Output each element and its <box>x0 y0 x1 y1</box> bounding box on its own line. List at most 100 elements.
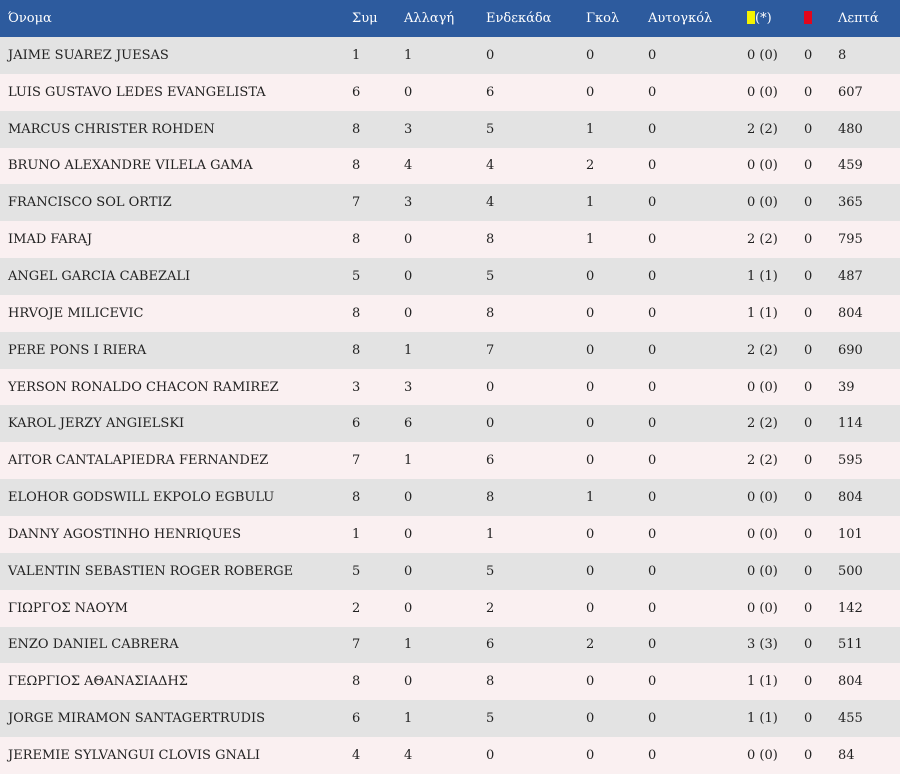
minutes-cell: 455 <box>838 711 863 727</box>
appearances-cell: 3 <box>352 379 361 395</box>
player-name-cell: VALENTIN SEBASTIEN ROGER ROBERGE <box>8 563 294 579</box>
table-row: ELOHOR GODSWILL EKPOLO EGBULU 8 0 8 1 0 0 (0) 0… <box>0 479 900 516</box>
red-cards-cell: 0 <box>804 379 813 395</box>
yellow-cards-cell: 2 (2) <box>747 416 778 432</box>
table-row: AITOR CANTALAPIEDRA FERNANDEZ 7 1 6 0 0 2 (2) 0… <box>0 442 900 480</box>
goals-cell: 0 <box>586 47 595 63</box>
goals-cell: 0 <box>586 453 595 469</box>
appearances-cell: 8 <box>352 232 361 248</box>
own-goals-cell: 0 <box>648 268 657 284</box>
substitutions-cell: 1 <box>404 637 413 653</box>
table-row: MARCUS CHRISTER ROHDEN 8 3 5 1 0 2 (2) 0 480 <box>0 110 900 148</box>
starts-cell: 5 <box>486 268 495 284</box>
table-row: LUIS GUSTAVO LEDES EVANGELISTA 6 0 6 0 0 0 (0)… <box>0 73 900 111</box>
red-cards-cell: 0 <box>804 232 813 248</box>
substitutions-cell: 4 <box>404 747 413 763</box>
goals-cell: 0 <box>586 711 595 727</box>
minutes-cell: 39 <box>838 379 855 395</box>
player-name-cell: ENZO DANIEL CABRERA <box>8 637 179 653</box>
red-cards-cell: 0 <box>804 600 813 616</box>
own-goals-cell: 0 <box>648 453 657 469</box>
table-body: JAIME SUAREZ JUESAS 1 1 0 0 0 0 (0) 0 8 LUIS GUST… <box>0 37 900 774</box>
own-goals-cell: 0 <box>648 711 657 727</box>
yellow-cards-cell: 0 (0) <box>747 195 778 211</box>
minutes-cell: 795 <box>838 232 863 248</box>
header-name[interactable]: Όνομα <box>8 11 52 26</box>
starts-cell: 6 <box>486 84 495 100</box>
yellow-cards-cell: 0 (0) <box>747 84 778 100</box>
substitutions-cell: 3 <box>404 121 413 137</box>
header-minutes[interactable]: Λεπτά <box>838 11 879 26</box>
own-goals-cell: 0 <box>648 232 657 248</box>
yellow-cards-cell: 1 (1) <box>747 674 778 690</box>
header-goals[interactable]: Γκολ <box>586 11 620 26</box>
appearances-cell: 8 <box>352 158 361 174</box>
substitutions-cell: 0 <box>404 563 413 579</box>
appearances-cell: 5 <box>352 268 361 284</box>
player-name-cell: ELOHOR GODSWILL EKPOLO EGBULU <box>8 490 275 506</box>
red-cards-cell: 0 <box>804 342 813 358</box>
player-name-cell: MARCUS CHRISTER ROHDEN <box>8 121 215 137</box>
starts-cell: 6 <box>486 637 495 653</box>
minutes-cell: 101 <box>838 526 863 542</box>
player-name-cell: JEREMIE SYLVANGUI CLOVIS GNALI <box>8 747 260 763</box>
substitutions-cell: 0 <box>404 305 413 321</box>
own-goals-cell: 0 <box>648 637 657 653</box>
table-row: ΓΙΩΡΓΟΣ ΝΑΟΥΜ 2 0 2 0 0 0 (0) 0 142 <box>0 589 900 627</box>
header-starts[interactable]: Ενδεκάδα <box>486 11 552 26</box>
starts-cell: 5 <box>486 711 495 727</box>
yellow-cards-cell: 1 (1) <box>747 305 778 321</box>
table-row: FRANCISCO SOL ORTIZ 7 3 4 1 0 0 (0) 0 365 <box>0 184 900 222</box>
yellow-cards-cell: 2 (2) <box>747 121 778 137</box>
red-cards-cell: 0 <box>804 268 813 284</box>
appearances-cell: 1 <box>352 47 361 63</box>
minutes-cell: 804 <box>838 305 863 321</box>
starts-cell: 0 <box>486 416 495 432</box>
header-yellow-cards[interactable]: (*) <box>747 0 804 37</box>
own-goals-cell: 0 <box>648 379 657 395</box>
yellow-cards-cell: 1 (1) <box>747 268 778 284</box>
own-goals-cell: 0 <box>648 121 657 137</box>
player-name-cell: BRUNO ALEXANDRE VILELA GAMA <box>8 158 253 174</box>
table-row: JEREMIE SYLVANGUI CLOVIS GNALI 4 4 0 0 0 0 (0)… <box>0 737 900 774</box>
substitutions-cell: 0 <box>404 490 413 506</box>
header-own-goals[interactable]: Αυτογκόλ <box>648 11 713 26</box>
minutes-cell: 142 <box>838 600 863 616</box>
goals-cell: 1 <box>586 490 595 506</box>
starts-cell: 0 <box>486 379 495 395</box>
substitutions-cell: 3 <box>404 379 413 395</box>
substitutions-cell: 1 <box>404 453 413 469</box>
red-cards-cell: 0 <box>804 674 813 690</box>
appearances-cell: 6 <box>352 84 361 100</box>
table-row: DANNY AGOSTINHO HENRIQUES 1 0 1 0 0 0 (0) 0 101 <box>0 515 900 553</box>
header-subs[interactable]: Αλλαγή <box>404 11 455 26</box>
substitutions-cell: 1 <box>404 711 413 727</box>
player-name-cell: JORGE MIRAMON SANTAGERTRUDIS <box>8 711 266 727</box>
red-cards-cell: 0 <box>804 158 813 174</box>
goals-cell: 1 <box>586 121 595 137</box>
appearances-cell: 8 <box>352 305 361 321</box>
yellow-cards-cell: 0 (0) <box>747 379 778 395</box>
table-row: JORGE MIRAMON SANTAGERTRUDIS 6 1 5 0 0 1 (1) 0 4… <box>0 700 900 738</box>
table-row: BRUNO ALEXANDRE VILELA GAMA 8 4 4 2 0 0 (0) 0 45… <box>0 147 900 185</box>
own-goals-cell: 0 <box>648 747 657 763</box>
red-cards-cell: 0 <box>804 305 813 321</box>
own-goals-cell: 0 <box>648 342 657 358</box>
minutes-cell: 511 <box>838 637 863 653</box>
player-name-cell: FRANCISCO SOL ORTIZ <box>8 195 172 211</box>
table-row: VALENTIN SEBASTIEN ROGER ROBERGE 5 0 5 0 0 0 (… <box>0 552 900 590</box>
header-apps[interactable]: Συμ <box>352 11 378 26</box>
minutes-cell: 84 <box>838 747 855 763</box>
table-row: IMAD FARAJ 8 0 8 1 0 2 (2) 0 795 <box>0 221 900 259</box>
starts-cell: 4 <box>486 158 495 174</box>
appearances-cell: 6 <box>352 711 361 727</box>
own-goals-cell: 0 <box>648 158 657 174</box>
red-cards-cell: 0 <box>804 416 813 432</box>
header-red-cards[interactable] <box>804 0 838 37</box>
player-name-cell: ΓΙΩΡΓΟΣ ΝΑΟΥΜ <box>8 600 128 616</box>
red-cards-cell: 0 <box>804 84 813 100</box>
red-cards-cell: 0 <box>804 195 813 211</box>
goals-cell: 0 <box>586 379 595 395</box>
goals-cell: 0 <box>586 84 595 100</box>
